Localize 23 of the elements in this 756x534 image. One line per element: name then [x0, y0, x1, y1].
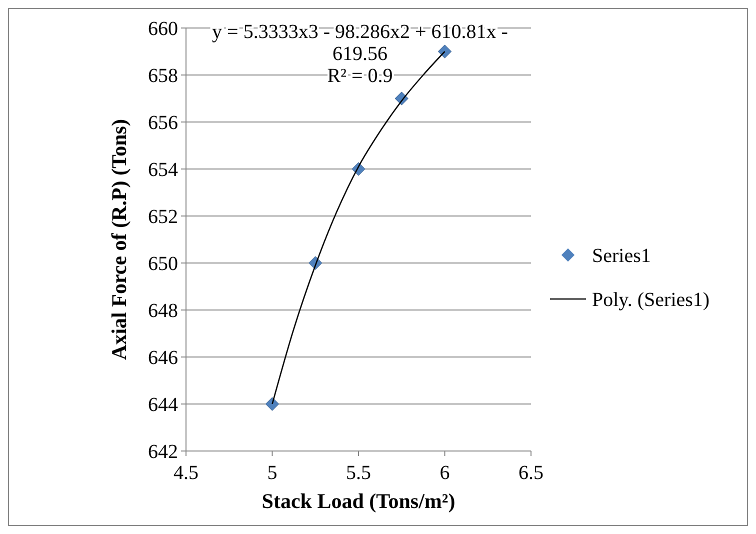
x-axis-title: Stack Load (Tons/m²): [262, 489, 456, 513]
x-tick-label: 5: [267, 462, 278, 484]
x-tick-label: 4.5: [174, 462, 198, 484]
legend-label: Series1: [592, 245, 651, 267]
y-tick-label: 654: [148, 159, 178, 181]
y-tick-label: 650: [148, 253, 178, 275]
y-tick-label: 648: [148, 300, 178, 322]
y-tick-label: 660: [148, 18, 178, 40]
y-tick-label: 652: [148, 206, 178, 228]
y-tick-label: 656: [148, 112, 178, 134]
annotation: y = 5.3333x3 - 98.286x2 + 610.81x - 619.56: [212, 21, 508, 65]
x-tick-label: 6.5: [518, 462, 544, 484]
y-tick-label: 642: [148, 441, 178, 463]
point: [265, 397, 280, 411]
x-tick-label: 6: [440, 462, 450, 484]
legend-label: Poly. (Series1): [592, 289, 710, 311]
y-axis-title: Axial Force of (R.P) (Tons): [107, 119, 131, 360]
annotation: R² = 0.9: [327, 65, 393, 87]
y-tick-label: 644: [148, 394, 178, 416]
y-tick-label: 646: [148, 347, 178, 369]
point: [438, 44, 452, 58]
x-tick-label: 5.5: [346, 462, 371, 484]
y-tick-label: 658: [148, 65, 178, 87]
